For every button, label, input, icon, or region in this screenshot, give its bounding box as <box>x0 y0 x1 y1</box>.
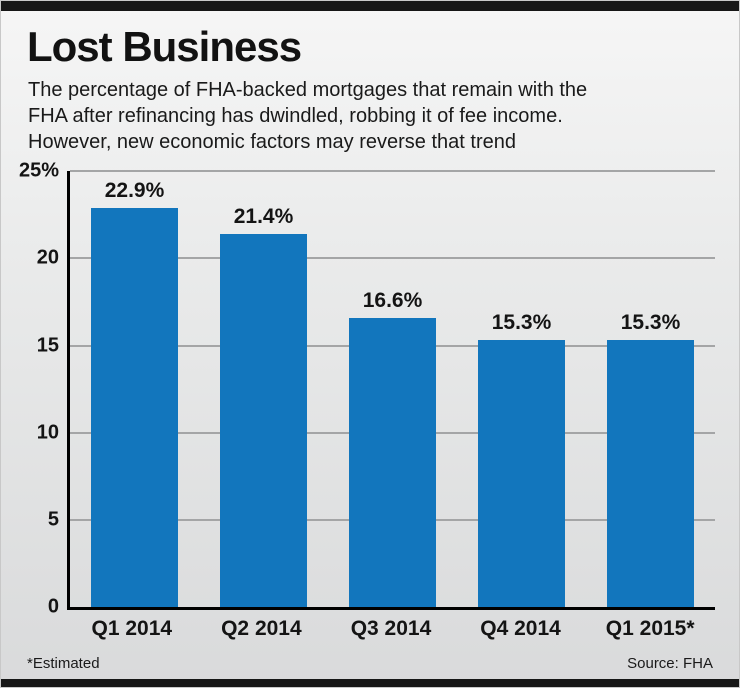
x-tick-label: Q4 2014 <box>480 617 561 641</box>
bar <box>349 317 436 608</box>
x-tick-label: Q2 2014 <box>221 617 302 641</box>
x-axis-labels: Q1 2014 Q2 2014 Q3 2014 Q4 2014 Q1 2015* <box>67 617 715 641</box>
bar <box>220 233 307 608</box>
x-tick-label: Q1 2015* <box>605 617 695 641</box>
bar-chart: 0 5 10 15 20 25% 22.9% 21.4% 16.6% 15.3% 15.3% Q1… <box>19 160 715 641</box>
bar-value-label: 15.3% <box>620 311 681 335</box>
plot-area: 22.9% 21.4% 16.6% 15.3% 15.3% <box>67 170 715 611</box>
bar-value-label: 16.6% <box>362 288 423 312</box>
chart-panel: Lost Business The percentage of FHA-back… <box>1 11 739 679</box>
plot-wrap: 22.9% 21.4% 16.6% 15.3% 15.3% Q1 2014 Q2 2014… <box>67 170 715 641</box>
y-tick-label: 0 <box>47 595 59 618</box>
bars-container: 22.9% 21.4% 16.6% 15.3% 15.3% <box>70 171 715 608</box>
chart-subtitle: The percentage of FHA-backed mortgages t… <box>28 77 715 155</box>
subtitle-line-2: FHA after refinancing has dwindled, robb… <box>28 105 563 128</box>
gridline <box>70 170 715 173</box>
subtitle-line-3: However, new economic factors may revers… <box>28 131 516 154</box>
bar-value-label: 22.9% <box>104 178 165 202</box>
y-tick-label: 15 <box>36 334 59 356</box>
bar-group: 16.6% <box>328 171 457 608</box>
subtitle-line-1: The percentage of FHA-backed mortgages t… <box>28 79 588 102</box>
chart-footer: *Estimated Source: FHA <box>25 655 715 672</box>
chart-title: Lost Business <box>27 23 302 70</box>
y-tick-label: 25% <box>18 159 59 182</box>
bar-value-label: 21.4% <box>233 204 294 228</box>
bar-group: 15.3% <box>457 171 586 608</box>
bar <box>478 340 565 608</box>
source-label: Source: FHA <box>627 655 713 673</box>
bar-group: 22.9% <box>70 171 199 608</box>
y-tick-label: 10 <box>36 421 59 444</box>
y-axis: 0 5 10 15 20 25% <box>19 160 67 618</box>
bar <box>607 340 694 608</box>
gridline <box>70 257 715 260</box>
y-tick-label: 20 <box>36 246 59 269</box>
bar <box>91 207 178 608</box>
footnote: *Estimated <box>27 655 100 673</box>
bar-group: 15.3% <box>586 171 715 608</box>
x-tick-label: Q3 2014 <box>350 617 432 641</box>
bar-value-label: 15.3% <box>491 311 552 335</box>
bar-group: 21.4% <box>199 171 328 608</box>
y-tick-label: 5 <box>47 508 59 531</box>
top-accent-strip <box>1 1 739 11</box>
x-tick-label: Q1 2014 <box>91 617 173 641</box>
bottom-accent-strip <box>1 679 739 687</box>
